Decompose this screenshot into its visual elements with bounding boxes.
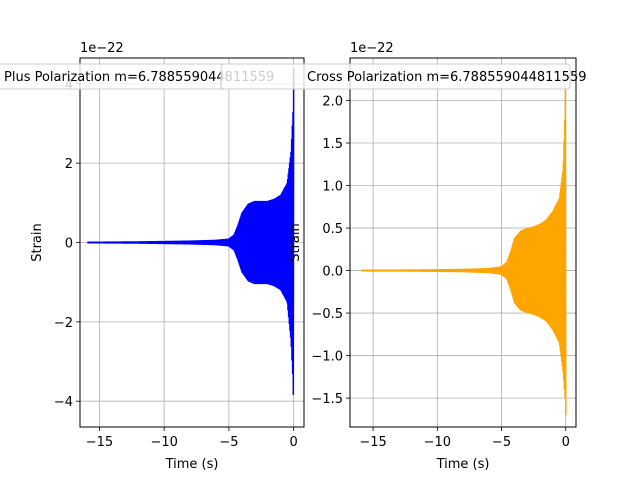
series-line-cross (360, 84, 567, 416)
x-axis-label-cross: Time (s) (436, 457, 490, 472)
series-line-plus (87, 67, 295, 395)
y-tick-label: 1.0 (322, 180, 343, 195)
offset-text-plus: 1e−22 (80, 41, 124, 56)
axes-frame-cross (349, 57, 577, 428)
x-tick-label: 0 (562, 435, 570, 450)
y-tick-label: −1.0 (311, 350, 343, 365)
y-tick-label: −1.5 (311, 392, 343, 407)
plot-area-plus (87, 67, 295, 395)
x-ticks-cross: −15 −10 −5 0 (359, 427, 570, 450)
y-tick-label: 1.5 (322, 137, 343, 152)
y-tick-label: 0 (65, 237, 73, 252)
x-tick-label: −5 (219, 435, 238, 450)
x-tick-label: −5 (492, 435, 511, 450)
x-tick-label: 0 (290, 435, 298, 450)
x-tick-label: −10 (150, 435, 177, 450)
legend-label-plus: Plus Polarization m=6.788559044811559 (4, 70, 274, 85)
y-tick-label: 0.0 (322, 265, 343, 280)
plot-area-cross (360, 84, 567, 416)
x-tick-label: −15 (86, 435, 113, 450)
y-axis-label-plus: Strain (30, 223, 45, 262)
y-ticks-cross: −1.5 −1.0 −0.5 0.0 0.5 1.0 1.5 2.0 (311, 95, 350, 407)
x-ticks-plus: −15 −10 −5 0 (86, 427, 298, 450)
offset-text-cross: 1e−22 (350, 41, 394, 56)
x-axis-label-plus: Time (s) (165, 457, 219, 472)
x-tick-label: −10 (424, 435, 451, 450)
y-tick-label: −0.5 (311, 307, 343, 322)
cross-polarization-panel: −15 −10 −5 0 −1.5 −1.0 −0.5 0.0 0.5 1.0 1.5 2.0 Ti… (288, 41, 577, 472)
y-tick-label: −4 (54, 395, 73, 410)
legend-box-cross (220, 63, 571, 90)
plus-polarization-panel: −15−10−50 −4−2024 Time (s) Strain 1e−22 (30, 41, 305, 472)
y-ticks-plus: −4−2024 (54, 78, 80, 410)
y-tick-label: 2.0 (322, 95, 343, 110)
x-tick-label: −15 (359, 435, 386, 450)
legend-label-cross: Cross Polarization m=6.788559044811559 (307, 70, 586, 85)
y-axis-label-cross: Strain (288, 223, 303, 262)
y-tick-label: 2 (65, 157, 73, 172)
y-tick-label: 0.5 (322, 222, 343, 237)
y-tick-label: −2 (54, 316, 73, 331)
legend-cross: Cross Polarization m=6.788559044811559 (220, 63, 586, 90)
